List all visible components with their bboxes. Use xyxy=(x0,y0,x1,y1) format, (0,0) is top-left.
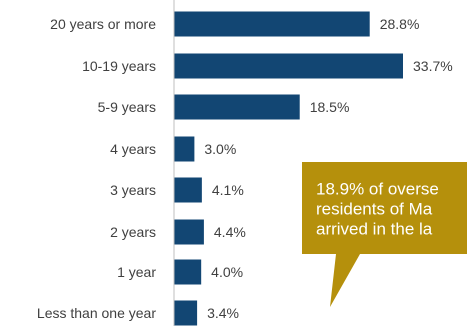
data-label: 4.4% xyxy=(214,224,246,240)
data-label: 3.4% xyxy=(207,305,239,321)
bars-group xyxy=(174,11,403,326)
bar xyxy=(174,136,195,162)
bar xyxy=(174,177,202,203)
callout-text-line: residents of Ma xyxy=(316,200,433,219)
category-tick-label: 1 year xyxy=(117,264,156,280)
bar xyxy=(174,219,204,245)
callout-box xyxy=(302,162,467,307)
callout-text-line: 18.9% of overse xyxy=(316,180,439,199)
bar xyxy=(174,53,403,79)
category-tick-label: 5-9 years xyxy=(98,99,156,115)
data-label: 3.0% xyxy=(204,141,236,157)
category-tick-label: 20 years or more xyxy=(50,16,156,32)
bar xyxy=(174,11,370,37)
data-label: 4.0% xyxy=(211,264,243,280)
bar xyxy=(174,94,300,120)
data-label: 18.5% xyxy=(310,99,350,115)
bar xyxy=(174,300,198,326)
category-tick-label: 4 years xyxy=(110,141,156,157)
category-tick-label: Less than one year xyxy=(37,305,156,321)
callout: 18.9% of overse residents of Ma arrived … xyxy=(302,162,467,307)
callout-text-line: arrived in the la xyxy=(316,220,433,239)
bar xyxy=(174,259,202,285)
labels-group: 20 years or more 28.8% 10-19 years 33.7% 5-9… xyxy=(37,16,453,321)
data-label: 4.1% xyxy=(212,182,244,198)
category-tick-label: 3 years xyxy=(110,182,156,198)
data-label: 28.8% xyxy=(380,16,420,32)
category-tick-label: 10-19 years xyxy=(82,58,156,74)
data-label: 33.7% xyxy=(413,58,453,74)
category-tick-label: 2 years xyxy=(110,224,156,240)
